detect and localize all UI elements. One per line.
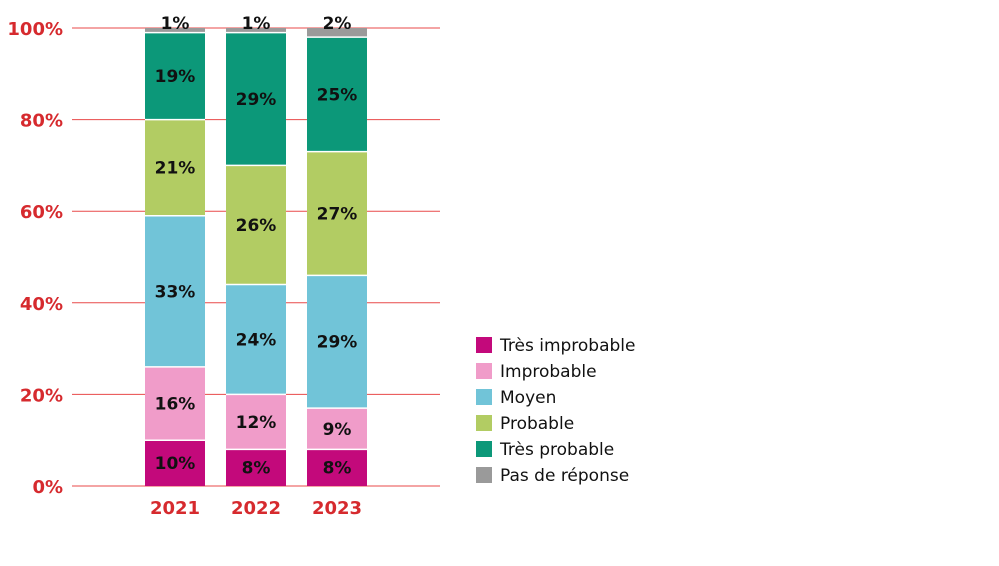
data-label: 26%: [236, 216, 277, 236]
bar-segment: [307, 275, 367, 409]
bar-segment: [145, 440, 205, 486]
y-tick-label: 100%: [7, 19, 63, 40]
bar-segment: [226, 284, 286, 395]
legend-swatch: [476, 467, 492, 483]
y-tick-label: 20%: [20, 385, 63, 406]
bar-segment: [145, 366, 205, 441]
data-label: 19%: [155, 67, 196, 87]
bar-segment: [226, 449, 286, 486]
y-tick-label: 80%: [20, 111, 63, 132]
bar-segment: [307, 28, 367, 38]
data-label: 24%: [236, 330, 277, 350]
legend-label: Improbable: [500, 362, 597, 382]
bar-segment: [307, 151, 367, 276]
bars: 10% 16% 33% 21% 19% 1% 8% 12% 24% 26% 29% 1% 8% 9% 29%…: [145, 14, 367, 486]
legend: Très improbable Improbable Moyen Probable Tr…: [476, 336, 636, 486]
data-label: 29%: [317, 333, 358, 353]
bar-segment: [307, 408, 367, 450]
bar-segment: [145, 32, 205, 120]
bar-segment: [226, 28, 286, 33]
data-label: 9%: [323, 420, 352, 440]
x-tick-label: 2022: [231, 498, 281, 519]
bar-segment: [226, 394, 286, 450]
data-label: 8%: [242, 459, 271, 479]
y-axis: 0% 20% 40% 60% 80% 100%: [7, 19, 63, 498]
legend-swatch: [476, 441, 492, 457]
bar-segment: [145, 119, 205, 216]
legend-swatch: [476, 389, 492, 405]
bar-segment: [226, 32, 286, 166]
bar-segment: [145, 28, 205, 33]
x-tick-label: 2023: [312, 498, 362, 519]
data-label: 2%: [323, 14, 352, 34]
data-label: 1%: [161, 14, 190, 34]
legend-label: Très probable: [499, 440, 614, 460]
data-label: 33%: [155, 282, 196, 302]
data-label: 21%: [155, 159, 196, 179]
legend-label: Pas de réponse: [500, 466, 629, 486]
legend-swatch: [476, 415, 492, 431]
bar-segment: [307, 449, 367, 486]
bar-segment: [145, 215, 205, 367]
legend-swatch: [476, 363, 492, 379]
y-tick-label: 0%: [32, 477, 63, 498]
y-tick-label: 60%: [20, 202, 63, 223]
y-tick-label: 40%: [20, 294, 63, 315]
x-axis: 2021 2022 2023: [150, 498, 362, 519]
data-label: 12%: [236, 413, 277, 433]
legend-label: Probable: [500, 414, 574, 434]
data-label: 10%: [155, 454, 196, 474]
x-tick-label: 2021: [150, 498, 200, 519]
legend-label: Moyen: [500, 388, 556, 408]
data-label: 1%: [242, 14, 271, 34]
data-label: 25%: [317, 85, 358, 105]
data-label: 27%: [317, 204, 358, 224]
data-label: 16%: [155, 395, 196, 415]
bar-segment: [226, 165, 286, 285]
data-label: 8%: [323, 459, 352, 479]
legend-label: Très improbable: [499, 336, 636, 356]
legend-swatch: [476, 337, 492, 353]
bar-segment: [307, 37, 367, 152]
data-label: 29%: [236, 90, 277, 110]
